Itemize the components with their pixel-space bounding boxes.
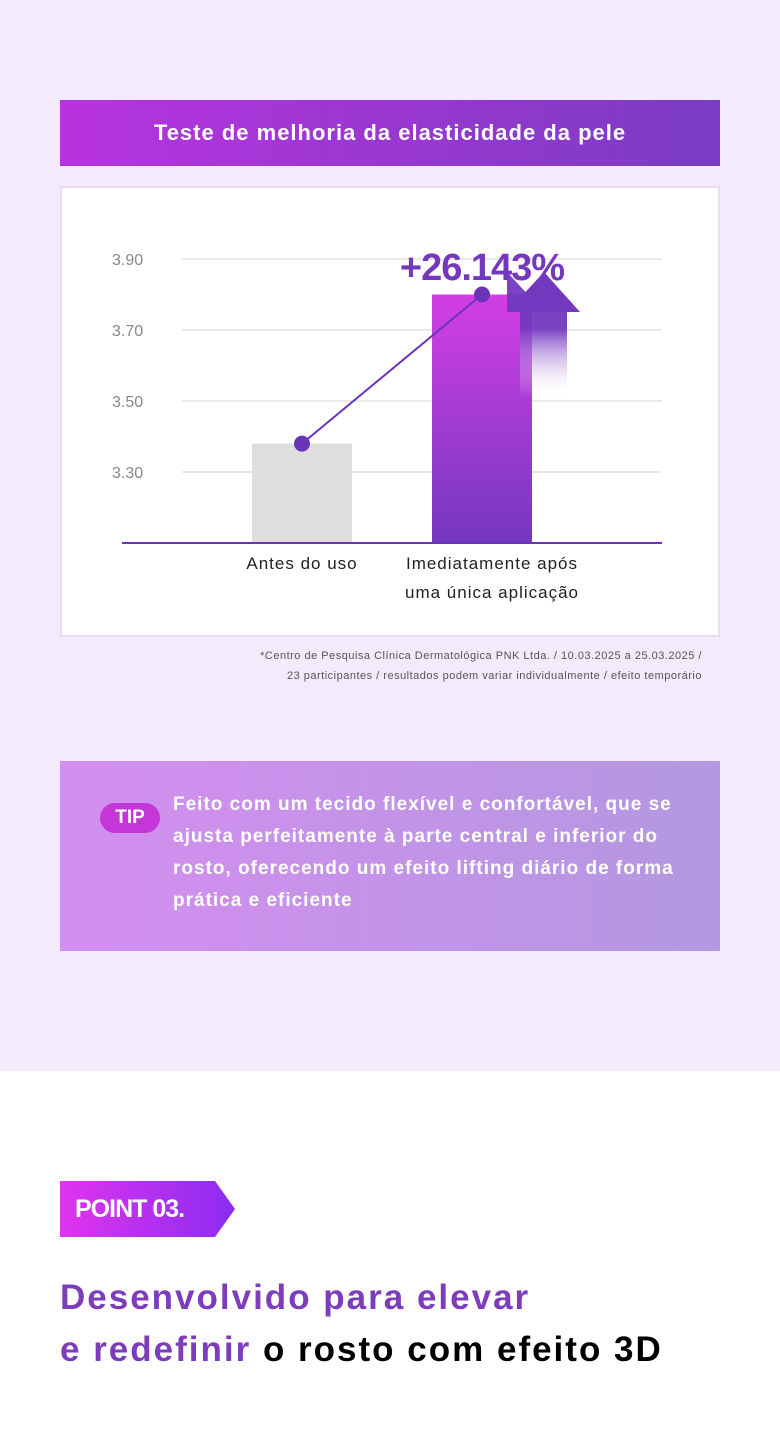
- bar-after: [432, 294, 532, 543]
- bar-chart: 3.90 3.70 3.50 3.30 +26.143% Antes do uso Imed…: [112, 247, 662, 602]
- y-tick-label: 3.30: [112, 465, 143, 482]
- tip-badge: TIP: [100, 803, 160, 833]
- chart-title-banner: Teste de melhoria da elasticidade da pel…: [60, 100, 720, 166]
- headline-accent: e redefinir: [60, 1330, 252, 1369]
- point-badge: POINT 03.: [60, 1181, 235, 1237]
- headline-line1: Desenvolvido para elevar: [60, 1278, 531, 1317]
- footnote: *Centro de Pesquisa Clínica Dermatológic…: [260, 646, 702, 686]
- headline: Desenvolvido para elevar e redefinir o r…: [60, 1272, 663, 1376]
- y-tick-label: 3.70: [112, 323, 143, 340]
- x-category-label: uma única aplicação: [405, 583, 579, 602]
- up-arrow-head-icon: [507, 272, 580, 312]
- x-category-label: Antes do uso: [246, 554, 357, 573]
- bar-before: [252, 443, 352, 543]
- tip-text: Feito com um tecido flexível e confortáv…: [173, 794, 674, 911]
- data-point: [294, 435, 310, 452]
- y-tick-label: 3.50: [112, 394, 143, 411]
- footnote-line: 23 participantes / resultados podem vari…: [286, 670, 702, 682]
- data-point: [474, 286, 490, 303]
- percent-annotation: +26.143%: [400, 247, 564, 289]
- footnote-line: *Centro de Pesquisa Clínica Dermatológic…: [260, 650, 702, 662]
- y-tick-label: 3.90: [112, 252, 143, 269]
- chart-card: 3.90 3.70 3.50 3.30 +26.143% Antes do uso Imed…: [60, 186, 720, 637]
- headline-rest: o rosto com efeito 3D: [251, 1330, 663, 1369]
- trend-line: [301, 293, 483, 445]
- tip-box: TIP Feito com um tecido flexível e confo…: [60, 761, 720, 951]
- x-category-label: Imediatamente após: [406, 554, 578, 573]
